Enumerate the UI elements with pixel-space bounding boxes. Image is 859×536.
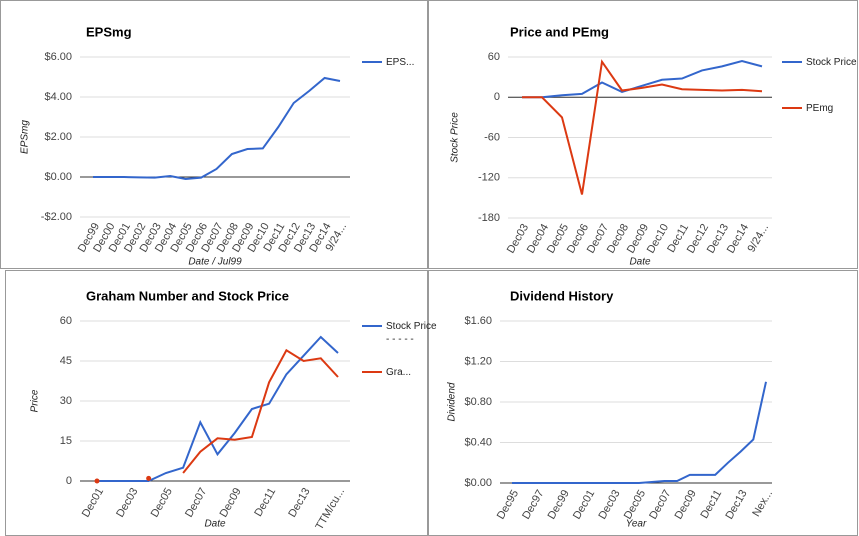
legend-label: EPS... xyxy=(386,57,415,68)
panel xyxy=(428,0,858,269)
panel xyxy=(0,0,428,269)
y-tick-label: -120 xyxy=(478,172,500,184)
legend-item: EPS... xyxy=(386,57,415,68)
chart-title: EPSmg xyxy=(86,24,132,39)
y-tick-label: -60 xyxy=(484,131,500,143)
legend-item: Stock Price - - - - - xyxy=(386,321,437,345)
legend-label: PEmg xyxy=(806,103,834,114)
y-tick-label: $2.00 xyxy=(44,131,72,143)
series-line xyxy=(512,381,767,484)
chart-title: Price and PEmg xyxy=(510,24,609,39)
x-axis-title: Year xyxy=(626,519,647,530)
y-tick-label: $0.40 xyxy=(464,436,492,448)
y-tick-label: $1.20 xyxy=(464,355,492,367)
legend-label: Stock Price - - - - - xyxy=(386,321,437,345)
y-tick-label: 45 xyxy=(60,355,72,367)
legend-item: Stock Price xyxy=(806,57,857,68)
legend-item: Gra... xyxy=(386,367,412,378)
legend-label: Gra... xyxy=(386,367,412,378)
y-tick-label: $4.00 xyxy=(44,91,72,103)
data-point xyxy=(146,475,152,481)
y-axis-title: Dividend xyxy=(447,382,458,421)
y-tick-label: -180 xyxy=(478,212,500,224)
panel xyxy=(428,270,858,536)
y-tick-label: $0.00 xyxy=(464,477,492,489)
y-axis-title: Stock Price xyxy=(450,112,461,163)
y-tick-label: $0.00 xyxy=(44,171,72,183)
series-line xyxy=(182,348,339,474)
y-axis-title: Price xyxy=(30,389,41,412)
panel xyxy=(5,270,428,536)
y-tick-label: $0.80 xyxy=(464,396,492,408)
chart-title: Dividend History xyxy=(510,288,614,303)
series-line xyxy=(522,59,763,99)
legend-label: Stock Price xyxy=(806,57,857,68)
y-tick-label: 15 xyxy=(60,435,72,447)
series-line xyxy=(97,335,339,482)
y-tick-label: $6.00 xyxy=(44,51,72,63)
y-tick-label: 60 xyxy=(60,315,72,327)
data-point xyxy=(94,478,100,484)
legend-item: PEmg xyxy=(806,103,834,114)
chart-title: Graham Number and Stock Price xyxy=(86,288,289,303)
y-tick-label: 0 xyxy=(494,91,500,103)
series-line xyxy=(93,76,341,181)
x-axis-title: Date / Jul99 xyxy=(188,257,242,268)
y-axis-title: EPSmg xyxy=(20,120,31,154)
x-axis-title: Date xyxy=(629,257,651,268)
series-line xyxy=(522,59,763,195)
x-axis-title: Date xyxy=(204,519,226,530)
y-tick-label: 30 xyxy=(60,395,72,407)
y-tick-label: -$2.00 xyxy=(41,211,72,223)
y-tick-label: 0 xyxy=(66,475,72,487)
y-tick-label: $1.60 xyxy=(464,315,492,327)
y-tick-label: 60 xyxy=(488,51,500,63)
